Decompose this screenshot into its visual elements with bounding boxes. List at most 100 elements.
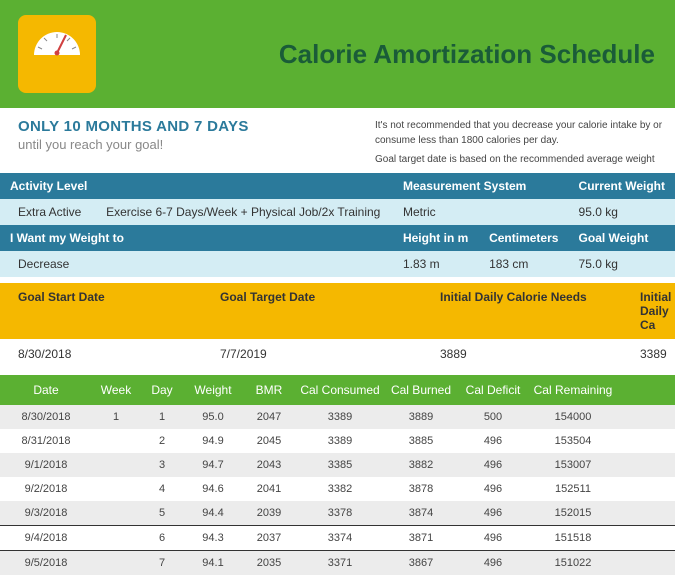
table-row[interactable]: 9/5/2018794.1203533713867496151022 (0, 551, 675, 575)
page-title: Calorie Amortization Schedule (279, 39, 655, 70)
cell-weight: 94.4 (184, 507, 242, 519)
table-row[interactable]: 9/3/2018594.4203933783874496152015 (0, 501, 675, 525)
cell-date: 9/5/2018 (0, 557, 92, 569)
goalwt-value[interactable]: 75.0 kg (569, 251, 675, 277)
init-goal-value: 3389 (640, 347, 675, 361)
goal-target-value: 7/7/2019 (220, 347, 440, 361)
cell-burn: 3874 (384, 507, 458, 519)
cell-burn: 3889 (384, 411, 458, 423)
cell-week: 1 (92, 411, 140, 423)
cell-bmr: 2037 (242, 532, 296, 544)
cell-burn: 3882 (384, 459, 458, 471)
cell-cons: 3389 (296, 435, 384, 447)
subheader: ONLY 10 MONTHS AND 7 DAYS until you reac… (0, 108, 675, 173)
cell-cons: 3389 (296, 411, 384, 423)
table-row[interactable]: 8/31/2018294.9204533893885496153504 (0, 429, 675, 453)
cell-def: 496 (458, 557, 528, 569)
cell-day: 3 (140, 459, 184, 471)
table-row[interactable]: 9/1/2018 394.7204333853882496153007 (0, 453, 675, 477)
cell-bmr: 2041 (242, 483, 296, 495)
cell-day: 2 (140, 435, 184, 447)
cell-weight: 94.9 (184, 435, 242, 447)
data-table-header: Date Week Day Weight BMR Cal Consumed Ca… (0, 375, 675, 405)
cell-date: 8/30/2018 (0, 411, 92, 423)
goal-target-label: Goal Target Date (220, 290, 440, 332)
col-week: Week (92, 383, 140, 397)
cell-rem: 154000 (528, 411, 618, 423)
cell-date: 9/1/2018 (0, 459, 92, 471)
cell-burn: 3885 (384, 435, 458, 447)
header: Calorie Amortization Schedule (0, 0, 675, 108)
table-row[interactable]: 9/4/2018694.3203733743871496151518 (0, 525, 675, 551)
recommendation-text: It's not recommended that you decrease y… (375, 118, 675, 167)
cell-rem: 152511 (528, 483, 618, 495)
cell-def: 496 (458, 459, 528, 471)
col-cons: Cal Consumed (296, 383, 384, 397)
col-def: Cal Deficit (458, 383, 528, 397)
cell-cons: 3382 (296, 483, 384, 495)
curwt-value[interactable]: 95.0 kg (569, 199, 675, 225)
cell-rem: 151518 (528, 532, 618, 544)
cell-cons: 3378 (296, 507, 384, 519)
cell-week (92, 532, 140, 544)
cell-day: 1 (140, 411, 184, 423)
cell-date: 9/2/2018 (0, 483, 92, 495)
cm-label: Centimeters (479, 225, 568, 251)
cell-date: 9/4/2018 (0, 532, 92, 544)
cell-date: 9/3/2018 (0, 507, 92, 519)
meas-label: Measurement System (393, 173, 569, 199)
meas-value[interactable]: Metric (393, 199, 569, 225)
info-table: Activity Level Measurement System Curren… (0, 173, 675, 277)
note-2: Goal target date is based on the recomme… (375, 152, 665, 167)
cell-def: 496 (458, 532, 528, 544)
scale-icon (18, 15, 96, 93)
cell-weight: 95.0 (184, 411, 242, 423)
height-m-value[interactable]: 1.83 m (393, 251, 479, 277)
goal-header-row: Goal Start Date Goal Target Date Initial… (0, 283, 675, 339)
cell-week (92, 507, 140, 519)
activity-desc: Exercise 6-7 Days/Week + Physical Job/2x… (96, 199, 393, 225)
want-value[interactable]: Decrease (0, 251, 393, 277)
cell-rem: 152015 (528, 507, 618, 519)
cell-date: 8/31/2018 (0, 435, 92, 447)
cell-day: 6 (140, 532, 184, 544)
table-row[interactable]: 9/2/2018494.6204133823878496152511 (0, 477, 675, 501)
init-needs-value: 3889 (440, 347, 640, 361)
col-burn: Cal Burned (384, 383, 458, 397)
col-rem: Cal Remaining (528, 383, 618, 397)
cell-bmr: 2039 (242, 507, 296, 519)
cell-week (92, 557, 140, 569)
cell-cons: 3371 (296, 557, 384, 569)
cell-def: 496 (458, 483, 528, 495)
data-table-body: 8/30/20181195.02047338938895001540008/31… (0, 405, 675, 575)
cell-rem: 153504 (528, 435, 618, 447)
init-needs-label: Initial Daily Calorie Needs (440, 290, 640, 332)
cell-bmr: 2047 (242, 411, 296, 423)
note-1: It's not recommended that you decrease y… (375, 118, 665, 148)
goal-start-label: Goal Start Date (0, 290, 220, 332)
col-date: Date (0, 383, 92, 397)
cell-day: 4 (140, 483, 184, 495)
col-weight: Weight (184, 383, 242, 397)
table-row[interactable]: 8/30/20181195.0204733893889500154000 (0, 405, 675, 429)
goal-value-row: 8/30/2018 7/7/2019 3889 3389 (0, 339, 675, 375)
cell-cons: 3385 (296, 459, 384, 471)
cell-week (92, 435, 140, 447)
cell-def: 496 (458, 435, 528, 447)
cm-value[interactable]: 183 cm (479, 251, 568, 277)
activity-value[interactable]: Extra Active (0, 199, 96, 225)
countdown-line: ONLY 10 MONTHS AND 7 DAYS (18, 118, 375, 135)
goal-start-value[interactable]: 8/30/2018 (0, 347, 220, 361)
cell-bmr: 2043 (242, 459, 296, 471)
cell-week (92, 459, 140, 471)
cell-weight: 94.6 (184, 483, 242, 495)
cell-def: 500 (458, 411, 528, 423)
cell-rem: 151022 (528, 557, 618, 569)
want-label: I Want my Weight to (0, 225, 393, 251)
cell-rem: 153007 (528, 459, 618, 471)
cell-burn: 3867 (384, 557, 458, 569)
goalwt-label: Goal Weight (569, 225, 675, 251)
cell-weight: 94.7 (184, 459, 242, 471)
cell-weight: 94.1 (184, 557, 242, 569)
cell-bmr: 2035 (242, 557, 296, 569)
